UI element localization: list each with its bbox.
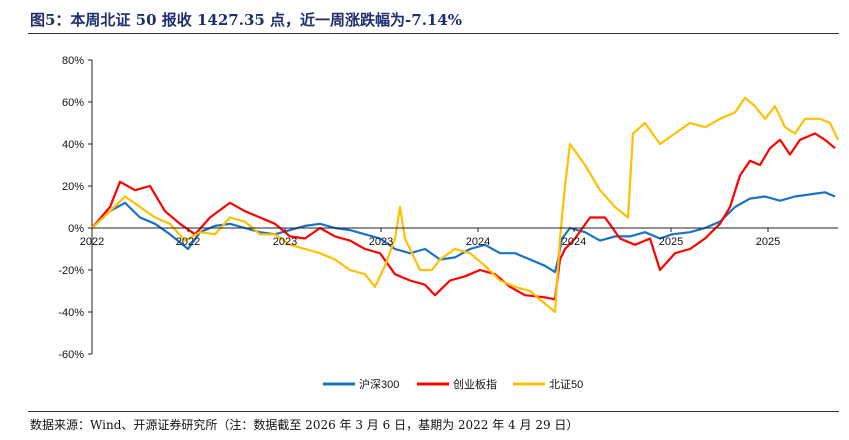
- y-tick-label: 80%: [62, 55, 84, 67]
- y-tick-label: -20%: [58, 265, 84, 277]
- source-rule: [28, 411, 839, 412]
- x-tick-label: 2022: [176, 236, 200, 248]
- title-rule: [28, 33, 839, 34]
- line-chart: -60% -40% -20% 0% 20% 40% 60% 80% 2022 2022 2023 20…: [58, 55, 839, 391]
- x-tick-label: 2022: [80, 236, 104, 248]
- y-tick-label: 20%: [62, 181, 84, 193]
- x-tick-label: 2025: [659, 236, 683, 248]
- legend-label: 北证50: [549, 378, 583, 391]
- x-tick-label: 2023: [369, 236, 393, 248]
- series-line: [91, 132, 836, 301]
- series-line: [91, 96, 839, 314]
- x-tick-label: 2024: [466, 236, 490, 248]
- legend-label: 沪深300: [359, 377, 399, 391]
- y-tick-label: 40%: [62, 139, 84, 151]
- figure-title: 图5：本周北证 50 报收 1427.35 点，近一周涨跌幅为-7.14%: [30, 11, 463, 29]
- x-tick-label: 2025: [756, 236, 780, 248]
- x-tick-label: 2023: [273, 236, 297, 248]
- y-tick-label: 60%: [62, 97, 84, 109]
- x-tick-label: 2024: [562, 236, 586, 248]
- y-tick-label: 0%: [68, 223, 84, 235]
- y-tick-label: -40%: [58, 307, 84, 319]
- y-tick-label: -60%: [58, 349, 84, 361]
- source-note: 数据来源：Wind、开源证券研究所（注：数据截至 2026 年 3 月 6 日，…: [30, 418, 579, 432]
- legend-label: 创业板指: [453, 377, 497, 391]
